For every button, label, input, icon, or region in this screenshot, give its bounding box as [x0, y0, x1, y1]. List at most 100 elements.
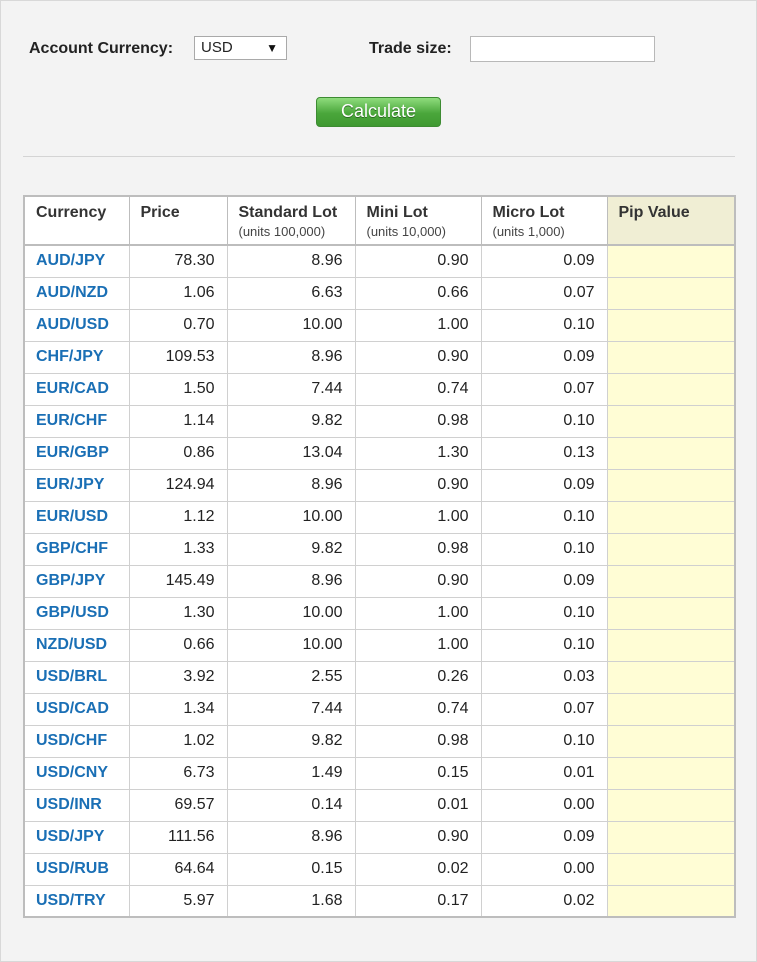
cell-mini-lot: 0.74: [354, 372, 482, 406]
cell-mini-lot: 0.90: [354, 564, 482, 598]
cell-currency-pair[interactable]: USD/CNY: [23, 756, 130, 790]
cell-mini-lot: 1.00: [354, 500, 482, 534]
table-row: USD/CHF 1.02 9.82 0.98 0.10: [23, 724, 736, 758]
cell-currency-pair[interactable]: USD/INR: [23, 788, 130, 822]
cell-standard-lot: 10.00: [226, 596, 356, 630]
cell-mini-lot: 0.90: [354, 468, 482, 502]
cell-standard-lot: 10.00: [226, 308, 356, 342]
table-row: USD/RUB 64.64 0.15 0.02 0.00: [23, 852, 736, 886]
cell-micro-lot: 0.09: [480, 244, 608, 278]
cell-currency-pair[interactable]: GBP/USD: [23, 596, 130, 630]
cell-currency-pair[interactable]: EUR/JPY: [23, 468, 130, 502]
table-row: AUD/JPY 78.30 8.96 0.90 0.09: [23, 244, 736, 278]
table-row: USD/JPY 111.56 8.96 0.90 0.09: [23, 820, 736, 854]
cell-pip-value: [606, 340, 736, 374]
cell-micro-lot: 0.07: [480, 276, 608, 310]
cell-standard-lot: 0.15: [226, 852, 356, 886]
cell-micro-lot: 0.01: [480, 756, 608, 790]
account-currency-select[interactable]: USD ▼: [194, 36, 287, 60]
cell-currency-pair[interactable]: USD/JPY: [23, 820, 130, 854]
cell-standard-lot: 8.96: [226, 468, 356, 502]
cell-mini-lot: 0.02: [354, 852, 482, 886]
cell-standard-lot: 7.44: [226, 692, 356, 726]
cell-micro-lot: 0.03: [480, 660, 608, 694]
table-header-row: Currency Price Standard Lot (units 100,00…: [23, 195, 736, 246]
header-micro-lot: Micro Lot (units 1,000): [480, 195, 608, 246]
pip-value-table: Currency Price Standard Lot (units 100,00…: [23, 195, 736, 918]
table-row: AUD/USD 0.70 10.00 1.00 0.10: [23, 308, 736, 342]
table-row: AUD/NZD 1.06 6.63 0.66 0.07: [23, 276, 736, 310]
cell-micro-lot: 0.09: [480, 340, 608, 374]
cell-micro-lot: 0.07: [480, 692, 608, 726]
header-mini-lot-units: (units 10,000): [366, 224, 447, 239]
trade-size-input[interactable]: [470, 36, 655, 62]
cell-currency-pair[interactable]: EUR/GBP: [23, 436, 130, 470]
cell-currency-pair[interactable]: USD/CHF: [23, 724, 130, 758]
table-row: GBP/CHF 1.33 9.82 0.98 0.10: [23, 532, 736, 566]
cell-pip-value: [606, 660, 736, 694]
cell-pip-value: [606, 756, 736, 790]
cell-currency-pair[interactable]: USD/RUB: [23, 852, 130, 886]
cell-micro-lot: 0.09: [480, 564, 608, 598]
table-row: CHF/JPY 109.53 8.96 0.90 0.09: [23, 340, 736, 374]
table-row: USD/BRL 3.92 2.55 0.26 0.03: [23, 660, 736, 694]
cell-currency-pair[interactable]: AUD/USD: [23, 308, 130, 342]
cell-price: 0.66: [128, 628, 228, 662]
cell-micro-lot: 0.09: [480, 820, 608, 854]
cell-pip-value: [606, 244, 736, 278]
table-row: USD/INR 69.57 0.14 0.01 0.00: [23, 788, 736, 822]
cell-pip-value: [606, 852, 736, 886]
calculate-button[interactable]: Calculate: [316, 97, 441, 127]
cell-price: 69.57: [128, 788, 228, 822]
cell-price: 78.30: [128, 244, 228, 278]
cell-currency-pair[interactable]: EUR/CHF: [23, 404, 130, 438]
cell-price: 1.33: [128, 532, 228, 566]
cell-currency-pair[interactable]: USD/CAD: [23, 692, 130, 726]
cell-standard-lot: 1.49: [226, 756, 356, 790]
cell-currency-pair[interactable]: EUR/CAD: [23, 372, 130, 406]
cell-micro-lot: 0.07: [480, 372, 608, 406]
cell-mini-lot: 1.00: [354, 308, 482, 342]
cell-price: 1.30: [128, 596, 228, 630]
cell-currency-pair[interactable]: AUD/NZD: [23, 276, 130, 310]
cell-mini-lot: 0.26: [354, 660, 482, 694]
cell-standard-lot: 6.63: [226, 276, 356, 310]
cell-micro-lot: 0.10: [480, 532, 608, 566]
cell-mini-lot: 0.01: [354, 788, 482, 822]
cell-currency-pair[interactable]: USD/BRL: [23, 660, 130, 694]
trade-size-label: Trade size:: [369, 40, 452, 57]
cell-price: 1.06: [128, 276, 228, 310]
cell-currency-pair[interactable]: GBP/CHF: [23, 532, 130, 566]
cell-mini-lot: 0.98: [354, 404, 482, 438]
cell-price: 3.92: [128, 660, 228, 694]
cell-currency-pair[interactable]: NZD/USD: [23, 628, 130, 662]
table-row: EUR/USD 1.12 10.00 1.00 0.10: [23, 500, 736, 534]
cell-price: 1.14: [128, 404, 228, 438]
cell-price: 145.49: [128, 564, 228, 598]
cell-micro-lot: 0.02: [480, 884, 608, 918]
table-row: EUR/GBP 0.86 13.04 1.30 0.13: [23, 436, 736, 470]
cell-price: 6.73: [128, 756, 228, 790]
cell-pip-value: [606, 724, 736, 758]
table-row: EUR/JPY 124.94 8.96 0.90 0.09: [23, 468, 736, 502]
header-mini-lot: Mini Lot (units 10,000): [354, 195, 482, 246]
cell-price: 124.94: [128, 468, 228, 502]
cell-standard-lot: 9.82: [226, 404, 356, 438]
cell-standard-lot: 9.82: [226, 724, 356, 758]
cell-pip-value: [606, 308, 736, 342]
cell-currency-pair[interactable]: AUD/JPY: [23, 244, 130, 278]
cell-micro-lot: 0.10: [480, 404, 608, 438]
cell-pip-value: [606, 276, 736, 310]
calculator-controls: Account Currency: USD ▼ Trade size:: [29, 36, 729, 66]
account-currency-value: USD: [201, 39, 233, 56]
cell-pip-value: [606, 564, 736, 598]
cell-price: 1.02: [128, 724, 228, 758]
cell-currency-pair[interactable]: CHF/JPY: [23, 340, 130, 374]
header-pip-value: Pip Value: [606, 195, 736, 246]
cell-currency-pair[interactable]: USD/TRY: [23, 884, 130, 918]
cell-standard-lot: 1.68: [226, 884, 356, 918]
cell-micro-lot: 0.10: [480, 308, 608, 342]
cell-currency-pair[interactable]: EUR/USD: [23, 500, 130, 534]
cell-mini-lot: 1.30: [354, 436, 482, 470]
cell-currency-pair[interactable]: GBP/JPY: [23, 564, 130, 598]
